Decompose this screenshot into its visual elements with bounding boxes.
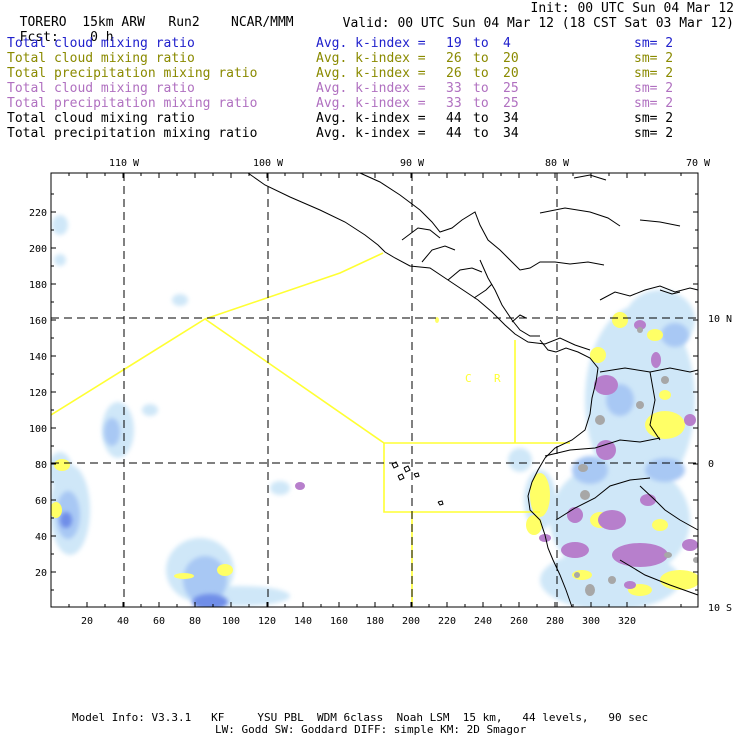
field-name: Total precipitation mixing ratio bbox=[7, 126, 258, 141]
x-tick-label: 20 bbox=[81, 616, 93, 627]
field-sm: sm= 2 bbox=[634, 111, 674, 126]
field-from: 44 bbox=[446, 126, 462, 141]
x-tick-label: 260 bbox=[510, 616, 528, 627]
longitude-label: 70 W bbox=[686, 158, 711, 169]
x-tick-label: 240 bbox=[474, 616, 492, 627]
x-tick-label: 140 bbox=[294, 616, 312, 627]
y-tick-label: 100 bbox=[29, 424, 47, 435]
y-tick-label: 60 bbox=[35, 496, 47, 507]
y-tick-label: 140 bbox=[29, 352, 47, 363]
header-org: NCAR/MMM bbox=[231, 15, 294, 30]
header-model: TORERO bbox=[19, 15, 67, 30]
longitude-label: 100 W bbox=[253, 158, 284, 169]
x-tick-label: 40 bbox=[117, 616, 129, 627]
field-to-word: to bbox=[473, 81, 489, 96]
field-to: 25 bbox=[503, 96, 519, 111]
y-tick-label: 40 bbox=[35, 532, 47, 543]
x-tick-label: 200 bbox=[402, 616, 420, 627]
field-index: Avg. k-index = bbox=[316, 111, 426, 126]
header-resolution: 15km ARW bbox=[82, 15, 145, 30]
field-from: 19 bbox=[446, 36, 462, 51]
footer-model-info: Model Info: V3.3.1 KF YSU PBL WDM 6class… bbox=[72, 711, 649, 724]
footer-physics: LW: Godd SW: Goddard DIFF: simple KM: 2D… bbox=[215, 723, 527, 736]
field-name: Total cloud mixing ratio bbox=[7, 111, 195, 126]
graticule bbox=[51, 173, 698, 607]
field-to-word: to bbox=[473, 36, 489, 51]
x-tick-label: 120 bbox=[258, 616, 276, 627]
field-from: 33 bbox=[446, 81, 462, 96]
field-index: Avg. k-index = bbox=[316, 126, 426, 141]
latitude-label: 10 S bbox=[708, 603, 732, 614]
longitude-label: 110 W bbox=[109, 158, 140, 169]
field-to-word: to bbox=[473, 66, 489, 81]
field-index: Avg. k-index = bbox=[316, 96, 426, 111]
x-tick-label: 280 bbox=[546, 616, 564, 627]
coastlines bbox=[247, 172, 699, 608]
x-tick-label: 160 bbox=[330, 616, 348, 627]
field-sm: sm= 2 bbox=[634, 96, 674, 111]
field-to-word: to bbox=[473, 96, 489, 111]
x-tick-label: 60 bbox=[153, 616, 165, 627]
field-to-word: to bbox=[473, 51, 489, 66]
header-init: Init: 00 UTC Sun 04 Mar 12 bbox=[530, 1, 735, 16]
x-tick-label: 180 bbox=[366, 616, 384, 627]
x-tick-label: 220 bbox=[438, 616, 456, 627]
field-from: 26 bbox=[446, 51, 462, 66]
field-from: 26 bbox=[446, 66, 462, 81]
shading-layer bbox=[51, 215, 698, 607]
field-name: Total cloud mixing ratio bbox=[7, 51, 195, 66]
x-tick-label: 300 bbox=[582, 616, 600, 627]
x-tick-label: 100 bbox=[222, 616, 240, 627]
x-tick-label: 320 bbox=[618, 616, 636, 627]
y-tick-label: 180 bbox=[29, 280, 47, 291]
header-run: Run2 bbox=[168, 15, 200, 30]
field-to: 4 bbox=[503, 36, 511, 51]
field-to: 25 bbox=[503, 81, 519, 96]
x-tick-label: 80 bbox=[189, 616, 201, 627]
field-to-word: to bbox=[473, 126, 489, 141]
field-to-word: to bbox=[473, 111, 489, 126]
field-name: Total precipitation mixing ratio bbox=[7, 96, 258, 111]
longitude-label: 90 W bbox=[400, 158, 425, 169]
field-from: 44 bbox=[446, 111, 462, 126]
latitude-label: 10 N bbox=[708, 314, 732, 325]
field-name: Total precipitation mixing ratio bbox=[7, 66, 258, 81]
field-sm: sm= 2 bbox=[634, 36, 674, 51]
header-valid: Valid: 00 UTC Sun 04 Mar 12 (18 CST Sat … bbox=[342, 16, 734, 31]
field-name: Total cloud mixing ratio bbox=[7, 81, 195, 96]
header-model-line: TORERO 15km ARW Run2 NCAR/MMM bbox=[4, 2, 294, 30]
y-tick-label: 120 bbox=[29, 388, 47, 399]
field-sm: sm= 2 bbox=[634, 81, 674, 96]
latitude-label: 0 bbox=[708, 459, 714, 470]
region-label-r: R bbox=[494, 372, 501, 385]
header-fcst-value: 0 h bbox=[90, 30, 114, 45]
field-to: 20 bbox=[503, 66, 519, 81]
field-sm: sm= 2 bbox=[634, 51, 674, 66]
field-to: 20 bbox=[503, 51, 519, 66]
y-tick-label: 80 bbox=[35, 460, 47, 471]
axis-ticks: 220 200 180 160 140 120 100 80 60 40 20 20 40 60 80 100… bbox=[29, 158, 732, 627]
field-index: Avg. k-index = bbox=[316, 81, 426, 96]
field-to: 34 bbox=[503, 126, 519, 141]
header-fcst-line: Fcst: 0 h bbox=[4, 17, 114, 45]
field-index: Avg. k-index = bbox=[316, 36, 426, 51]
field-sm: sm= 2 bbox=[634, 126, 674, 141]
header-fcst-label: Fcst: bbox=[19, 30, 59, 45]
field-index: Avg. k-index = bbox=[316, 51, 426, 66]
y-tick-label: 220 bbox=[29, 208, 47, 219]
field-name: Total cloud mixing ratio bbox=[7, 36, 195, 51]
y-tick-label: 200 bbox=[29, 244, 47, 255]
field-index: Avg. k-index = bbox=[316, 66, 426, 81]
field-to: 34 bbox=[503, 111, 519, 126]
y-tick-label: 160 bbox=[29, 316, 47, 327]
field-sm: sm= 2 bbox=[634, 66, 674, 81]
y-tick-label: 20 bbox=[35, 568, 47, 579]
region-label-c: C bbox=[465, 372, 472, 385]
longitude-label: 80 W bbox=[545, 158, 570, 169]
field-from: 33 bbox=[446, 96, 462, 111]
